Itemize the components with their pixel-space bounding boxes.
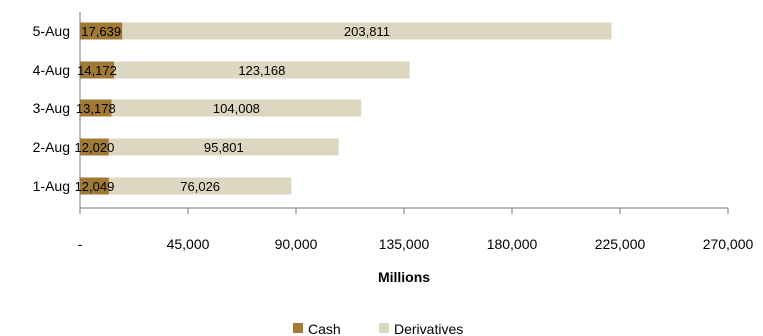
data-label-derivatives: 104,008	[213, 101, 260, 116]
bar-derivatives-2-aug	[108, 138, 339, 156]
data-label-derivatives: 203,811	[344, 24, 390, 39]
data-label-cash: 17,639	[81, 24, 121, 39]
x-axis-title: Millions	[378, 269, 430, 285]
legend-cash-swatch	[293, 323, 303, 333]
bar-derivatives-5-aug	[122, 22, 612, 40]
data-label-derivatives: 76,026	[180, 179, 220, 194]
bars-layer	[80, 22, 612, 195]
category-label: 2-Aug	[33, 139, 70, 155]
bar-cash-3-aug	[80, 99, 112, 117]
data-label-derivatives: 95,801	[204, 140, 244, 155]
bar-derivatives-3-aug	[111, 99, 362, 117]
category-label: 4-Aug	[33, 62, 70, 78]
category-label: 1-Aug	[33, 178, 70, 194]
data-label-cash: 13,178	[76, 101, 116, 116]
legend-derivatives-label: Derivatives	[394, 321, 463, 336]
category-labels: 5-Aug 4-Aug 3-Aug 2-Aug 1-Aug	[33, 23, 70, 194]
x-tick-labels: - 45,000 90,000 135,000 180,000 225,000 270,00…	[78, 236, 754, 252]
data-labels: 17,639 203,811 14,172 123,168 13,178 104,008 1…	[75, 24, 390, 194]
data-label-cash: 12,020	[75, 140, 115, 155]
legend-cash-label: Cash	[308, 321, 341, 336]
category-label: 5-Aug	[33, 23, 70, 39]
x-tick-label: 270,000	[703, 236, 754, 252]
x-tick-label: 180,000	[487, 236, 538, 252]
bar-cash-2-aug	[80, 138, 109, 156]
x-tick-label: 135,000	[379, 236, 430, 252]
data-label-cash: 14,172	[77, 63, 117, 78]
category-label: 3-Aug	[33, 100, 70, 116]
bar-derivatives-1-aug	[108, 177, 292, 195]
bar-cash-4-aug	[80, 61, 115, 79]
x-tick-label: -	[78, 236, 83, 252]
data-label-derivatives: 123,168	[238, 63, 285, 78]
x-tick-label: 90,000	[275, 236, 318, 252]
bar-cash-5-aug	[80, 22, 123, 40]
axes-layer	[79, 12, 729, 214]
x-tick-label: 45,000	[167, 236, 210, 252]
legend-derivatives-swatch	[379, 323, 389, 333]
bar-derivatives-4-aug	[114, 61, 410, 79]
legend: Cash Derivatives	[293, 321, 463, 336]
x-tick-label: 225,000	[595, 236, 646, 252]
data-label-cash: 12,049	[75, 179, 115, 194]
bar-cash-1-aug	[80, 177, 109, 195]
